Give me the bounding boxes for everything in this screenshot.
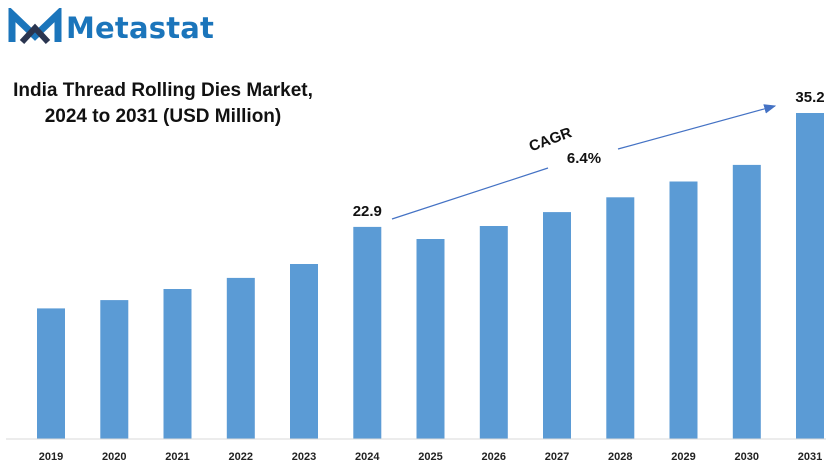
bar-2027 [543,212,571,439]
bar-2024 [353,226,382,439]
brand-name: Metastat [66,11,215,45]
bar-2022 [226,277,255,439]
bar-2020 [100,300,129,439]
bar-2026 [479,226,508,439]
bar-2025 [416,239,445,439]
data-label-2031: 35.2 [795,89,824,106]
x-tick-2029: 2029 [671,451,695,463]
data-label-2024: 22.9 [353,203,382,220]
cagr-annotation: CAGR 6.4% [391,104,777,220]
x-tick-2027: 2027 [545,451,569,463]
cagr-arrow [391,167,549,220]
bar-2023 [290,264,318,439]
x-tick-2022: 2022 [229,451,253,463]
chart-title-line2: 2024 to 2031 (USD Million) [44,106,282,127]
x-tick-2020: 2020 [102,451,126,463]
x-tick-2028: 2028 [608,451,632,463]
cagr-arrow-head-segment [617,104,777,150]
x-tick-2025: 2025 [418,451,442,463]
bar-2031 [796,113,824,439]
bar-2028 [606,197,635,439]
chart-title-line1: India Thread Rolling Dies Market, [13,80,313,101]
bar-2029 [669,181,698,439]
x-tick-2023: 2023 [292,451,316,463]
x-tick-2024: 2024 [355,451,380,463]
x-tick-2026: 2026 [482,451,506,463]
m-logo-icon [8,8,62,45]
bar-2019 [37,308,65,439]
cagr-value: 6.4% [567,150,601,167]
x-tick-2031: 2031 [798,451,822,463]
bar-2030 [732,164,761,439]
x-tick-2030: 2030 [735,451,759,463]
bar-2021 [163,289,192,439]
x-tick-2019: 2019 [39,451,63,463]
x-tick-2021: 2021 [165,451,189,463]
chart-title: India Thread Rolling Dies Market, 2024 t… [8,78,318,130]
brand-logo: Metastat [8,8,214,48]
